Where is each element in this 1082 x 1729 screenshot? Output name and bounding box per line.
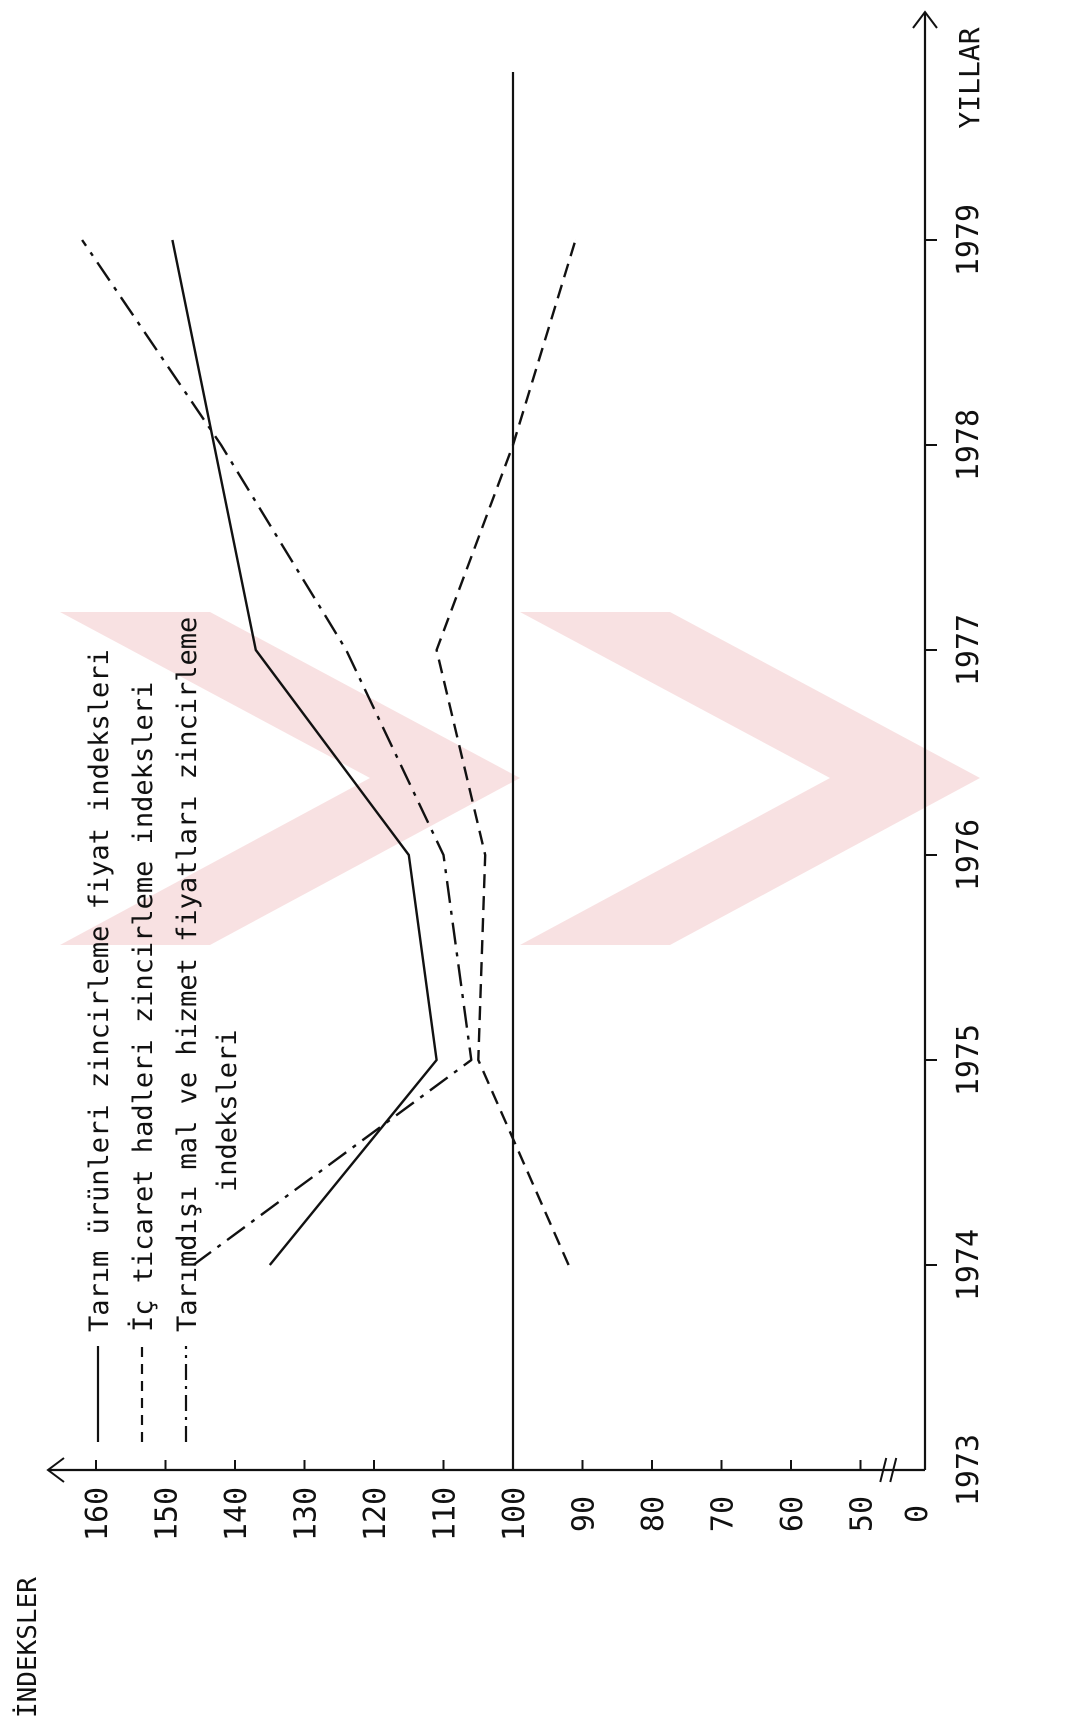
- y-axis-title: İNDEKSLER: [11, 1577, 43, 1718]
- y-tick-label: 110: [428, 1487, 463, 1541]
- legend-label-2: İç ticaret hadleri zincirleme indeksleri: [127, 682, 159, 1332]
- x-tick-label: 1975: [951, 1024, 986, 1096]
- legend-label-3-cont: indeksleri: [212, 1029, 243, 1192]
- legend-label-1: Tarım ürünleri zincirleme fiyat indeksle…: [84, 649, 115, 1332]
- y-tick-label: 80: [636, 1496, 671, 1532]
- x-tick-label: 1976: [951, 819, 986, 891]
- x-tick-label: 1974: [951, 1229, 986, 1301]
- legend: Tarım ürünleri zincirleme fiyat indeksle…: [84, 617, 243, 1442]
- y-tick-label: 160: [80, 1487, 115, 1541]
- x-tick-label: 1979: [951, 204, 986, 276]
- x-axis-title: YILLAR: [953, 27, 986, 128]
- x-tick-label: 1978: [951, 409, 986, 481]
- y-tick-label: 0: [900, 1505, 935, 1523]
- y-tick-label: 70: [706, 1496, 741, 1532]
- y-tick-label: 60: [775, 1496, 810, 1532]
- x-tick-label: 1973: [951, 1434, 986, 1506]
- watermark-shape: [520, 612, 980, 945]
- y-tick-label: 100: [497, 1487, 532, 1541]
- y-tick-label: 50: [845, 1496, 880, 1532]
- y-tick-label: 140: [219, 1487, 254, 1541]
- y-tick-label: 90: [567, 1496, 602, 1532]
- y-tick-label: 130: [289, 1487, 324, 1541]
- y-tick-label: 150: [150, 1487, 185, 1541]
- x-tick-label: 1977: [951, 614, 986, 686]
- legend-label-3: Tarımdışı mal ve hizmet fiyatları zincir…: [172, 617, 203, 1332]
- y-tick-label: 120: [358, 1487, 393, 1541]
